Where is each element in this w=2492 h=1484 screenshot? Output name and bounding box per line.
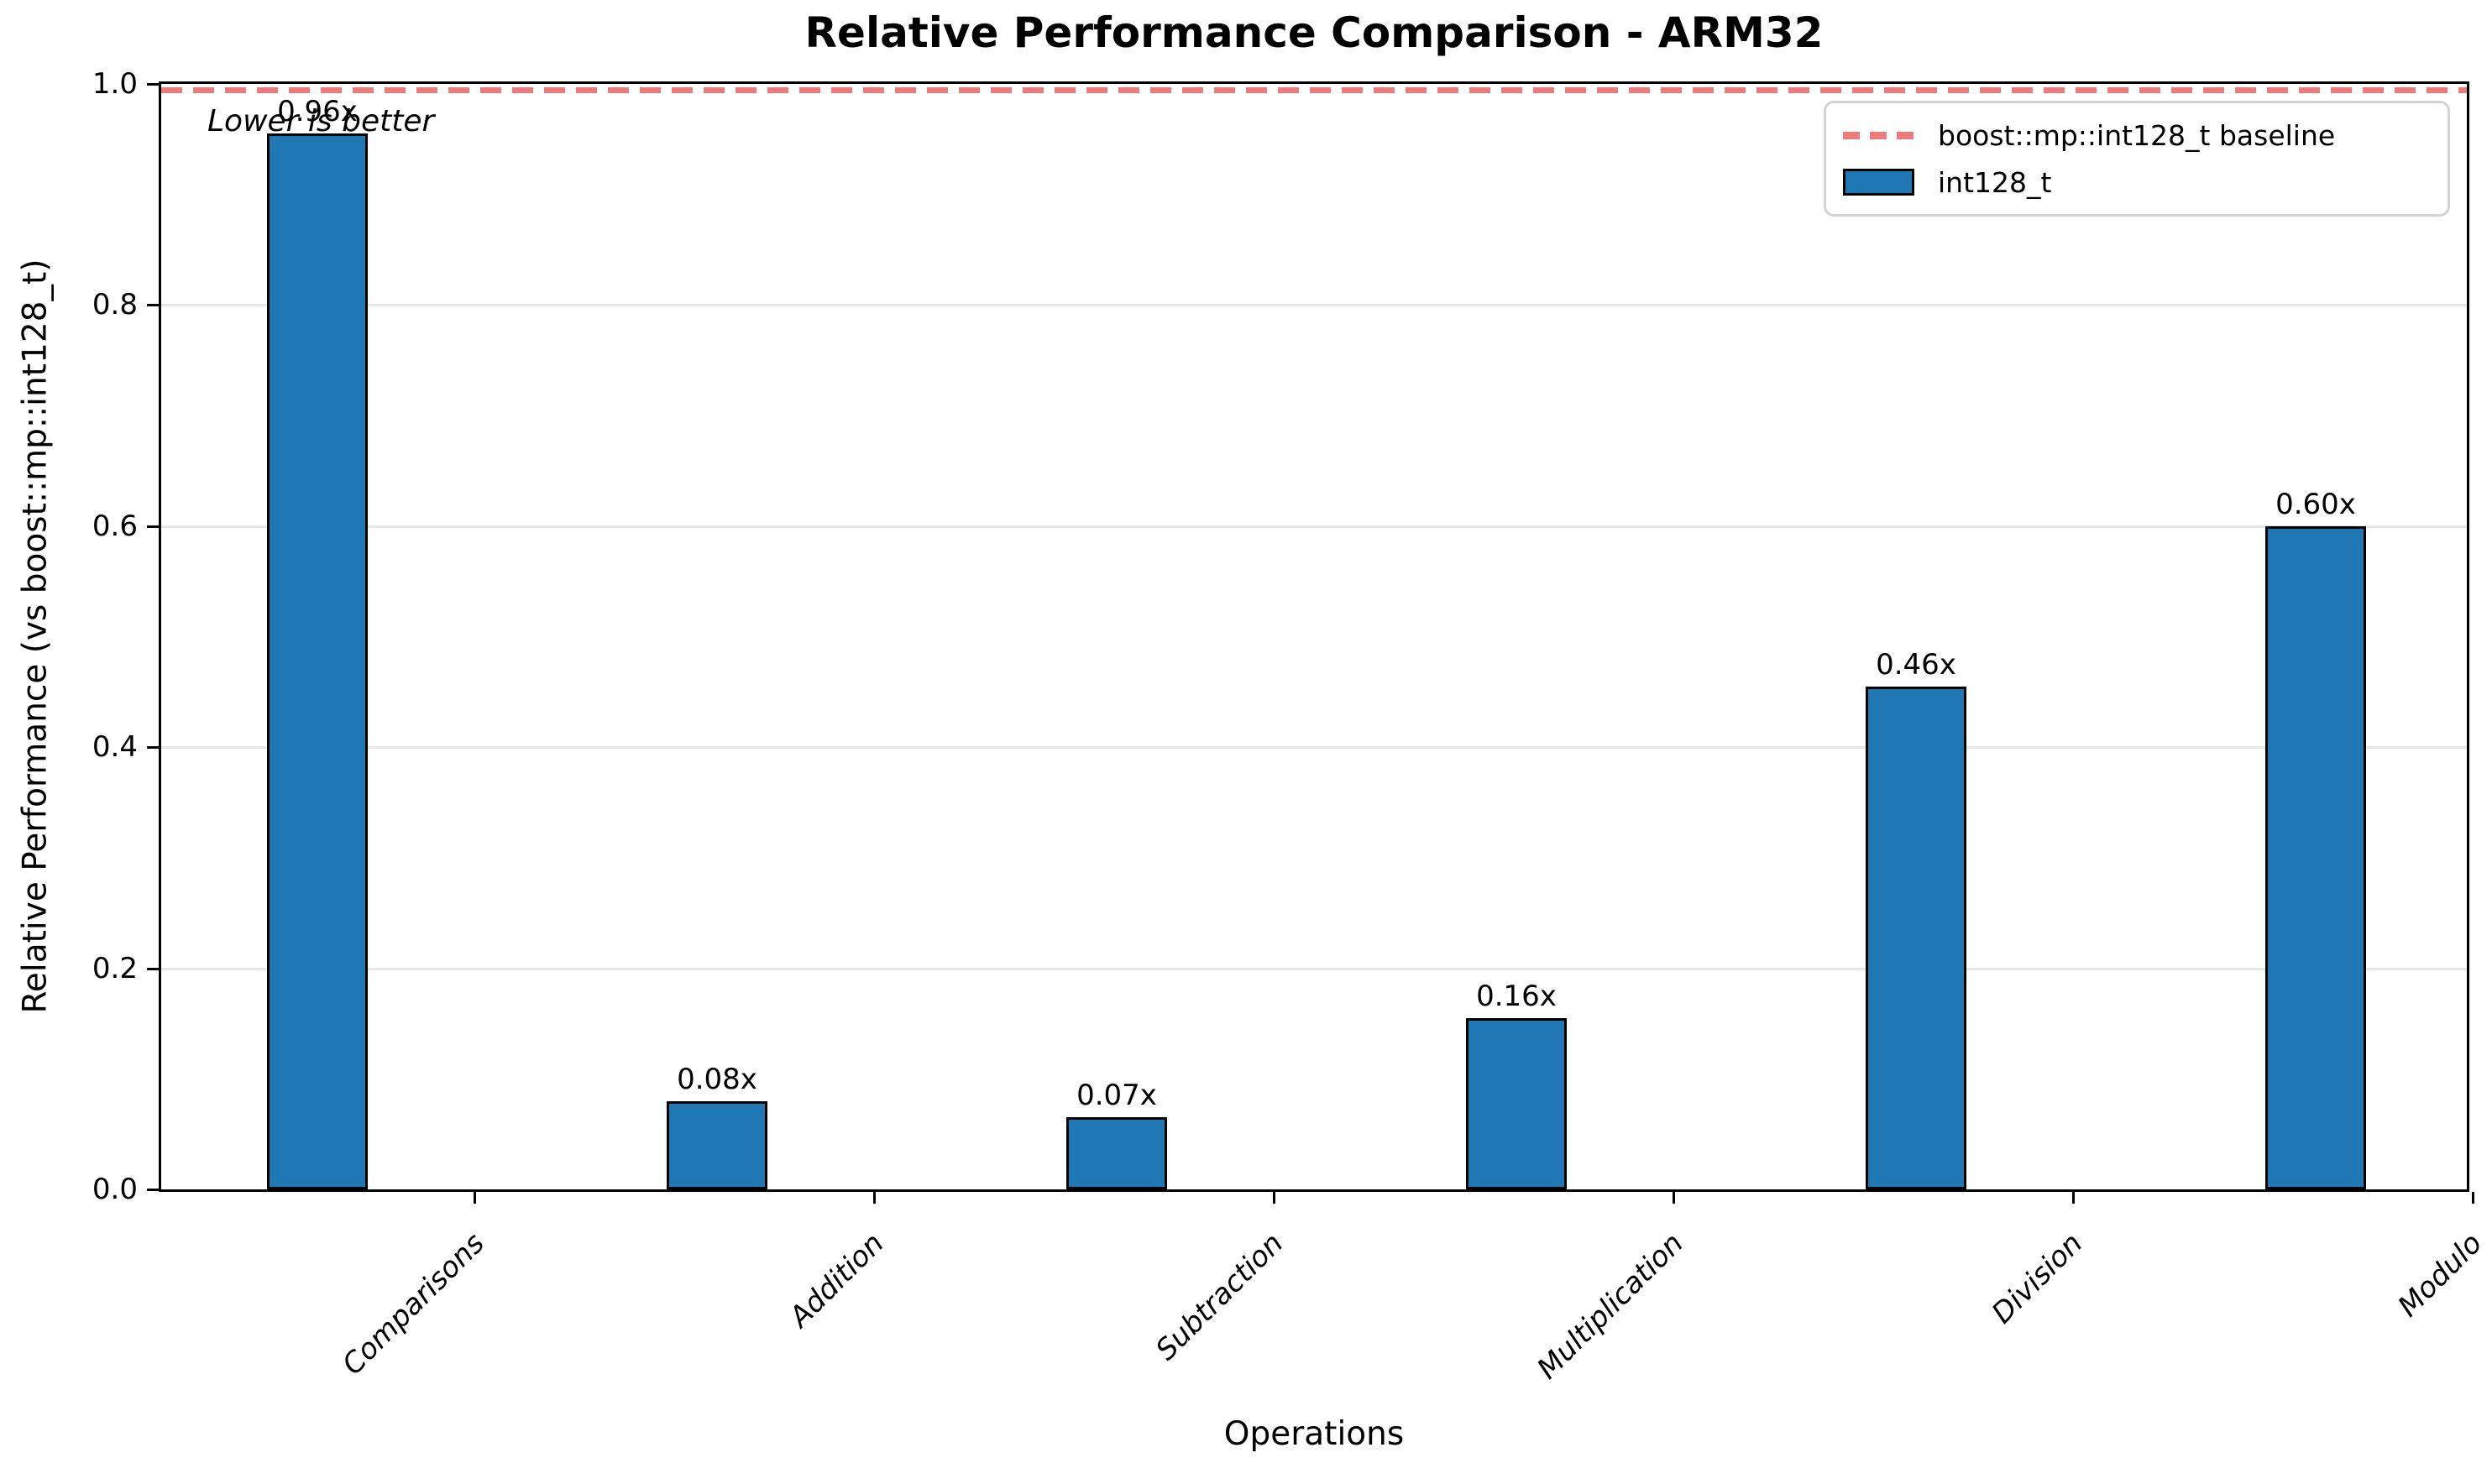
x-tick-mark	[873, 1192, 876, 1204]
y-tick-mark	[147, 304, 159, 307]
plot-area	[159, 81, 2469, 1192]
y-gridline	[161, 967, 2467, 970]
x-tick-mark	[2472, 1192, 2474, 1204]
x-tick-label: Modulo	[2362, 1226, 2489, 1324]
y-tick-label: 0.8	[92, 288, 138, 322]
x-tick-mark	[1273, 1192, 1275, 1204]
bar-value-label: 0.07x	[1076, 1079, 1157, 1112]
chart-title: Relative Performance Comparison - ARM32	[804, 8, 1824, 57]
baseline-line	[161, 87, 2467, 93]
x-tick-mark	[474, 1192, 476, 1204]
x-tick-label-text: Multiplication	[1530, 1226, 1690, 1386]
y-tick-mark	[147, 525, 159, 528]
x-tick-label-text: Modulo	[2391, 1226, 2489, 1324]
legend-label: boost::mp::int128_t baseline	[1938, 118, 2336, 152]
x-tick-label: Division	[1953, 1226, 2090, 1330]
legend: boost::mp::int128_t baseline int128_t	[1824, 101, 2450, 217]
bar	[1466, 1018, 1567, 1189]
bar	[1066, 1117, 1167, 1189]
bar	[267, 133, 368, 1189]
x-tick-mark	[1673, 1192, 1675, 1204]
y-tick-mark	[147, 967, 159, 970]
x-tick-label-text: Addition	[783, 1226, 891, 1335]
x-tick-label-text: Subtraction	[1149, 1226, 1290, 1367]
bar	[2265, 526, 2366, 1189]
x-tick-label-text: Division	[1986, 1226, 2090, 1330]
legend-label: int128_t	[1938, 165, 2052, 199]
filled-rect-icon	[1843, 169, 1914, 196]
y-tick-label: 0.0	[92, 1173, 138, 1206]
bar-value-label: 0.60x	[2275, 488, 2356, 521]
y-tick-label: 0.2	[92, 951, 138, 985]
legend-item-int128: int128_t	[1843, 166, 2431, 199]
y-tick-mark	[147, 83, 159, 86]
y-tick-label: 0.6	[92, 509, 138, 543]
x-tick-label: Addition	[749, 1226, 891, 1334]
x-tick-label-text: Comparisons	[335, 1226, 491, 1382]
y-gridline	[161, 525, 2467, 528]
bar-value-label: 0.08x	[677, 1063, 757, 1096]
y-tick-label: 0.4	[92, 730, 138, 765]
annotation-lower-is-better: Lower is better	[207, 104, 435, 138]
bar-value-label: 0.46x	[1876, 648, 1956, 682]
bar	[1866, 687, 1966, 1189]
y-axis-label: Relative Performance (vs boost::mp::int1…	[16, 259, 55, 1014]
legend-item-baseline: boost::mp::int128_t baseline	[1843, 119, 2431, 152]
y-gridline	[161, 746, 2467, 750]
bar-value-label: 0.16x	[1476, 980, 1557, 1013]
bar	[667, 1101, 767, 1189]
x-tick-label: Multiplication	[1475, 1226, 1690, 1386]
x-axis-label: Operations	[1223, 1415, 1405, 1453]
x-tick-mark	[2072, 1192, 2075, 1204]
y-tick-label: 1.0	[92, 67, 138, 101]
y-tick-mark	[147, 746, 159, 750]
dashed-line-icon	[1843, 131, 1914, 139]
x-tick-label: Comparisons	[282, 1226, 491, 1382]
bar-value-label: 0.96x	[277, 95, 358, 128]
y-gridline	[161, 304, 2467, 307]
y-tick-mark	[147, 1189, 159, 1191]
x-tick-label: Subtraction	[1102, 1226, 1290, 1366]
